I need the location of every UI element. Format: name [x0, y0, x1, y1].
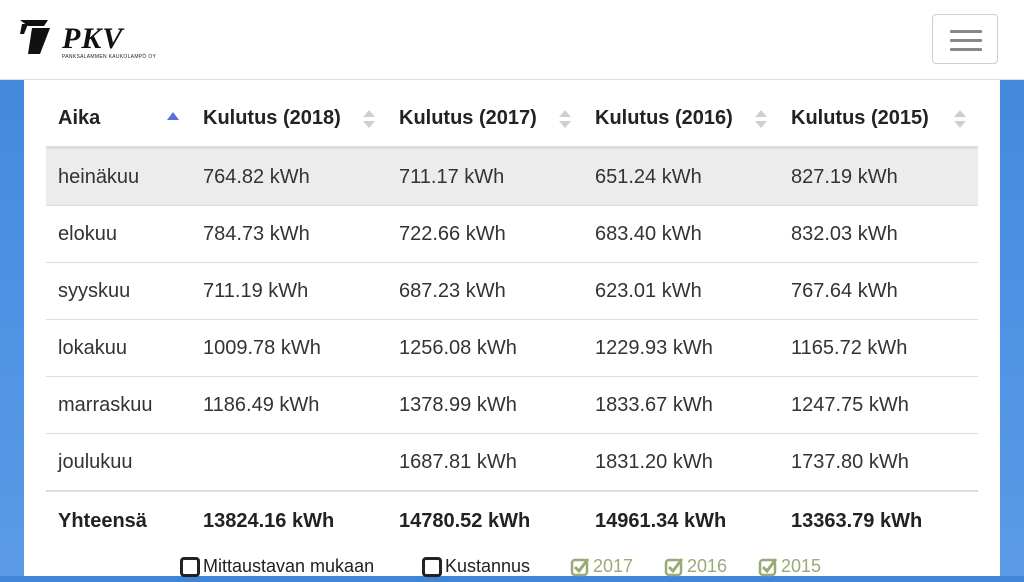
table-header-row: Aika Kulutus (2018) Kulutus (2017) — [46, 90, 978, 149]
table-cell: marraskuu — [46, 376, 191, 434]
column-header-label: Kulutus (2015) — [791, 106, 929, 129]
table-cell: 1737.80 kWh — [779, 433, 978, 492]
sort-both-icon — [559, 110, 571, 128]
table-row: elokuu 784.73 kWh 722.66 kWh 683.40 kWh … — [46, 205, 978, 263]
table-cell: 711.19 kWh — [191, 262, 387, 320]
top-navbar: PKV PANKSALAMMEN KAUKOLAMPÖ OY — [0, 0, 1024, 80]
table-cell: 651.24 kWh — [583, 147, 779, 206]
table-cell: 1256.08 kWh — [387, 319, 583, 377]
table-cell: 1009.78 kWh — [191, 319, 387, 377]
checkbox-unchecked-icon — [422, 556, 442, 577]
total-cell: 14780.52 kWh — [387, 490, 583, 550]
table-cell: 623.01 kWh — [583, 262, 779, 320]
table-cell: 1229.93 kWh — [583, 319, 779, 377]
hamburger-icon — [950, 48, 982, 51]
table-cell: 687.23 kWh — [387, 262, 583, 320]
menu-toggle-button[interactable] — [932, 14, 998, 64]
checkbox-unchecked-icon — [180, 556, 200, 577]
total-cell: 13824.16 kWh — [191, 490, 387, 550]
column-header-2017[interactable]: Kulutus (2017) — [387, 90, 583, 149]
column-header-label: Kulutus (2017) — [399, 106, 537, 129]
legend-label: 2017 — [593, 556, 634, 576]
table-cell: 722.66 kWh — [387, 205, 583, 263]
sort-asc-icon — [167, 112, 179, 120]
table-row: marraskuu 1186.49 kWh 1378.99 kWh 1833.6… — [46, 376, 978, 434]
legend-toggle-2017[interactable]: 2017 — [570, 556, 633, 577]
pkv-logo[interactable]: PKV PANKSALAMMEN KAUKOLAMPÖ OY — [18, 16, 156, 62]
legend-toggle-2016[interactable]: 2016 — [664, 556, 727, 577]
column-header-label: Aika — [58, 106, 101, 129]
table-cell: 683.40 kWh — [583, 205, 779, 263]
checkbox-checked-icon — [570, 557, 590, 576]
table-row: syyskuu 711.19 kWh 687.23 kWh 623.01 kWh… — [46, 262, 978, 320]
table-cell — [191, 433, 387, 492]
total-cell: 13363.79 kWh — [779, 490, 978, 550]
table-cell: heinäkuu — [46, 147, 191, 206]
column-header-2015[interactable]: Kulutus (2015) — [779, 90, 978, 149]
total-cell: 14961.34 kWh — [583, 490, 779, 550]
table-cell: 1687.81 kWh — [387, 433, 583, 492]
chart-legend: Mittaustavan mukaan Kustannus 2017 2016 — [24, 552, 1000, 582]
column-header-2018[interactable]: Kulutus (2018) — [191, 90, 387, 149]
legend-label: 2015 — [781, 556, 822, 576]
table-cell: syyskuu — [46, 262, 191, 320]
table-cell: 784.73 kWh — [191, 205, 387, 263]
table-cell: 1247.75 kWh — [779, 376, 978, 434]
table-row: heinäkuu 764.82 kWh 711.17 kWh 651.24 kW… — [46, 147, 978, 206]
table-cell: 1165.72 kWh — [779, 319, 978, 377]
table-cell: 832.03 kWh — [779, 205, 978, 263]
checkbox-checked-icon — [664, 557, 684, 576]
legend-toggle-mittaustavan[interactable]: Mittaustavan mukaan — [180, 556, 374, 577]
logo-mark-icon — [20, 20, 50, 54]
table-cell: 1833.67 kWh — [583, 376, 779, 434]
table-cell: 764.82 kWh — [191, 147, 387, 206]
sort-both-icon — [363, 110, 375, 128]
column-header-aika[interactable]: Aika — [46, 90, 191, 149]
logo-subtext: PANKSALAMMEN KAUKOLAMPÖ OY — [62, 54, 157, 60]
table-cell: 1186.49 kWh — [191, 376, 387, 434]
table-cell: 711.17 kWh — [387, 147, 583, 206]
table-cell: lokakuu — [46, 319, 191, 377]
consumption-table: Aika Kulutus (2018) Kulutus (2017) — [46, 90, 978, 550]
sort-both-icon — [755, 110, 767, 128]
content-panel: Aika Kulutus (2018) Kulutus (2017) — [24, 80, 1000, 577]
total-label: Yhteensä — [46, 490, 191, 550]
table-row: lokakuu 1009.78 kWh 1256.08 kWh 1229.93 … — [46, 319, 978, 377]
column-header-2016[interactable]: Kulutus (2016) — [583, 90, 779, 149]
total-row: Yhteensä 13824.16 kWh 14780.52 kWh 14961… — [46, 490, 978, 550]
legend-label: 2016 — [687, 556, 728, 576]
legend-label: Mittaustavan mukaan — [203, 556, 375, 576]
table-cell: joulukuu — [46, 433, 191, 492]
legend-toggle-2015[interactable]: 2015 — [758, 556, 821, 577]
table-cell: elokuu — [46, 205, 191, 263]
table-cell: 1378.99 kWh — [387, 376, 583, 434]
column-header-label: Kulutus (2018) — [203, 106, 341, 129]
table-row: joulukuu 1687.81 kWh 1831.20 kWh 1737.80… — [46, 433, 978, 492]
logo-text: PKV — [62, 22, 124, 55]
hamburger-icon — [950, 39, 982, 42]
checkbox-checked-icon — [758, 557, 778, 576]
legend-toggle-kustannus[interactable]: Kustannus — [422, 556, 530, 577]
hamburger-icon — [950, 30, 982, 33]
legend-label: Kustannus — [445, 556, 531, 576]
table-cell: 1831.20 kWh — [583, 433, 779, 492]
table-cell: 827.19 kWh — [779, 147, 978, 206]
sort-both-icon — [954, 110, 966, 128]
table-cell: 767.64 kWh — [779, 262, 978, 320]
column-header-label: Kulutus (2016) — [595, 106, 733, 129]
